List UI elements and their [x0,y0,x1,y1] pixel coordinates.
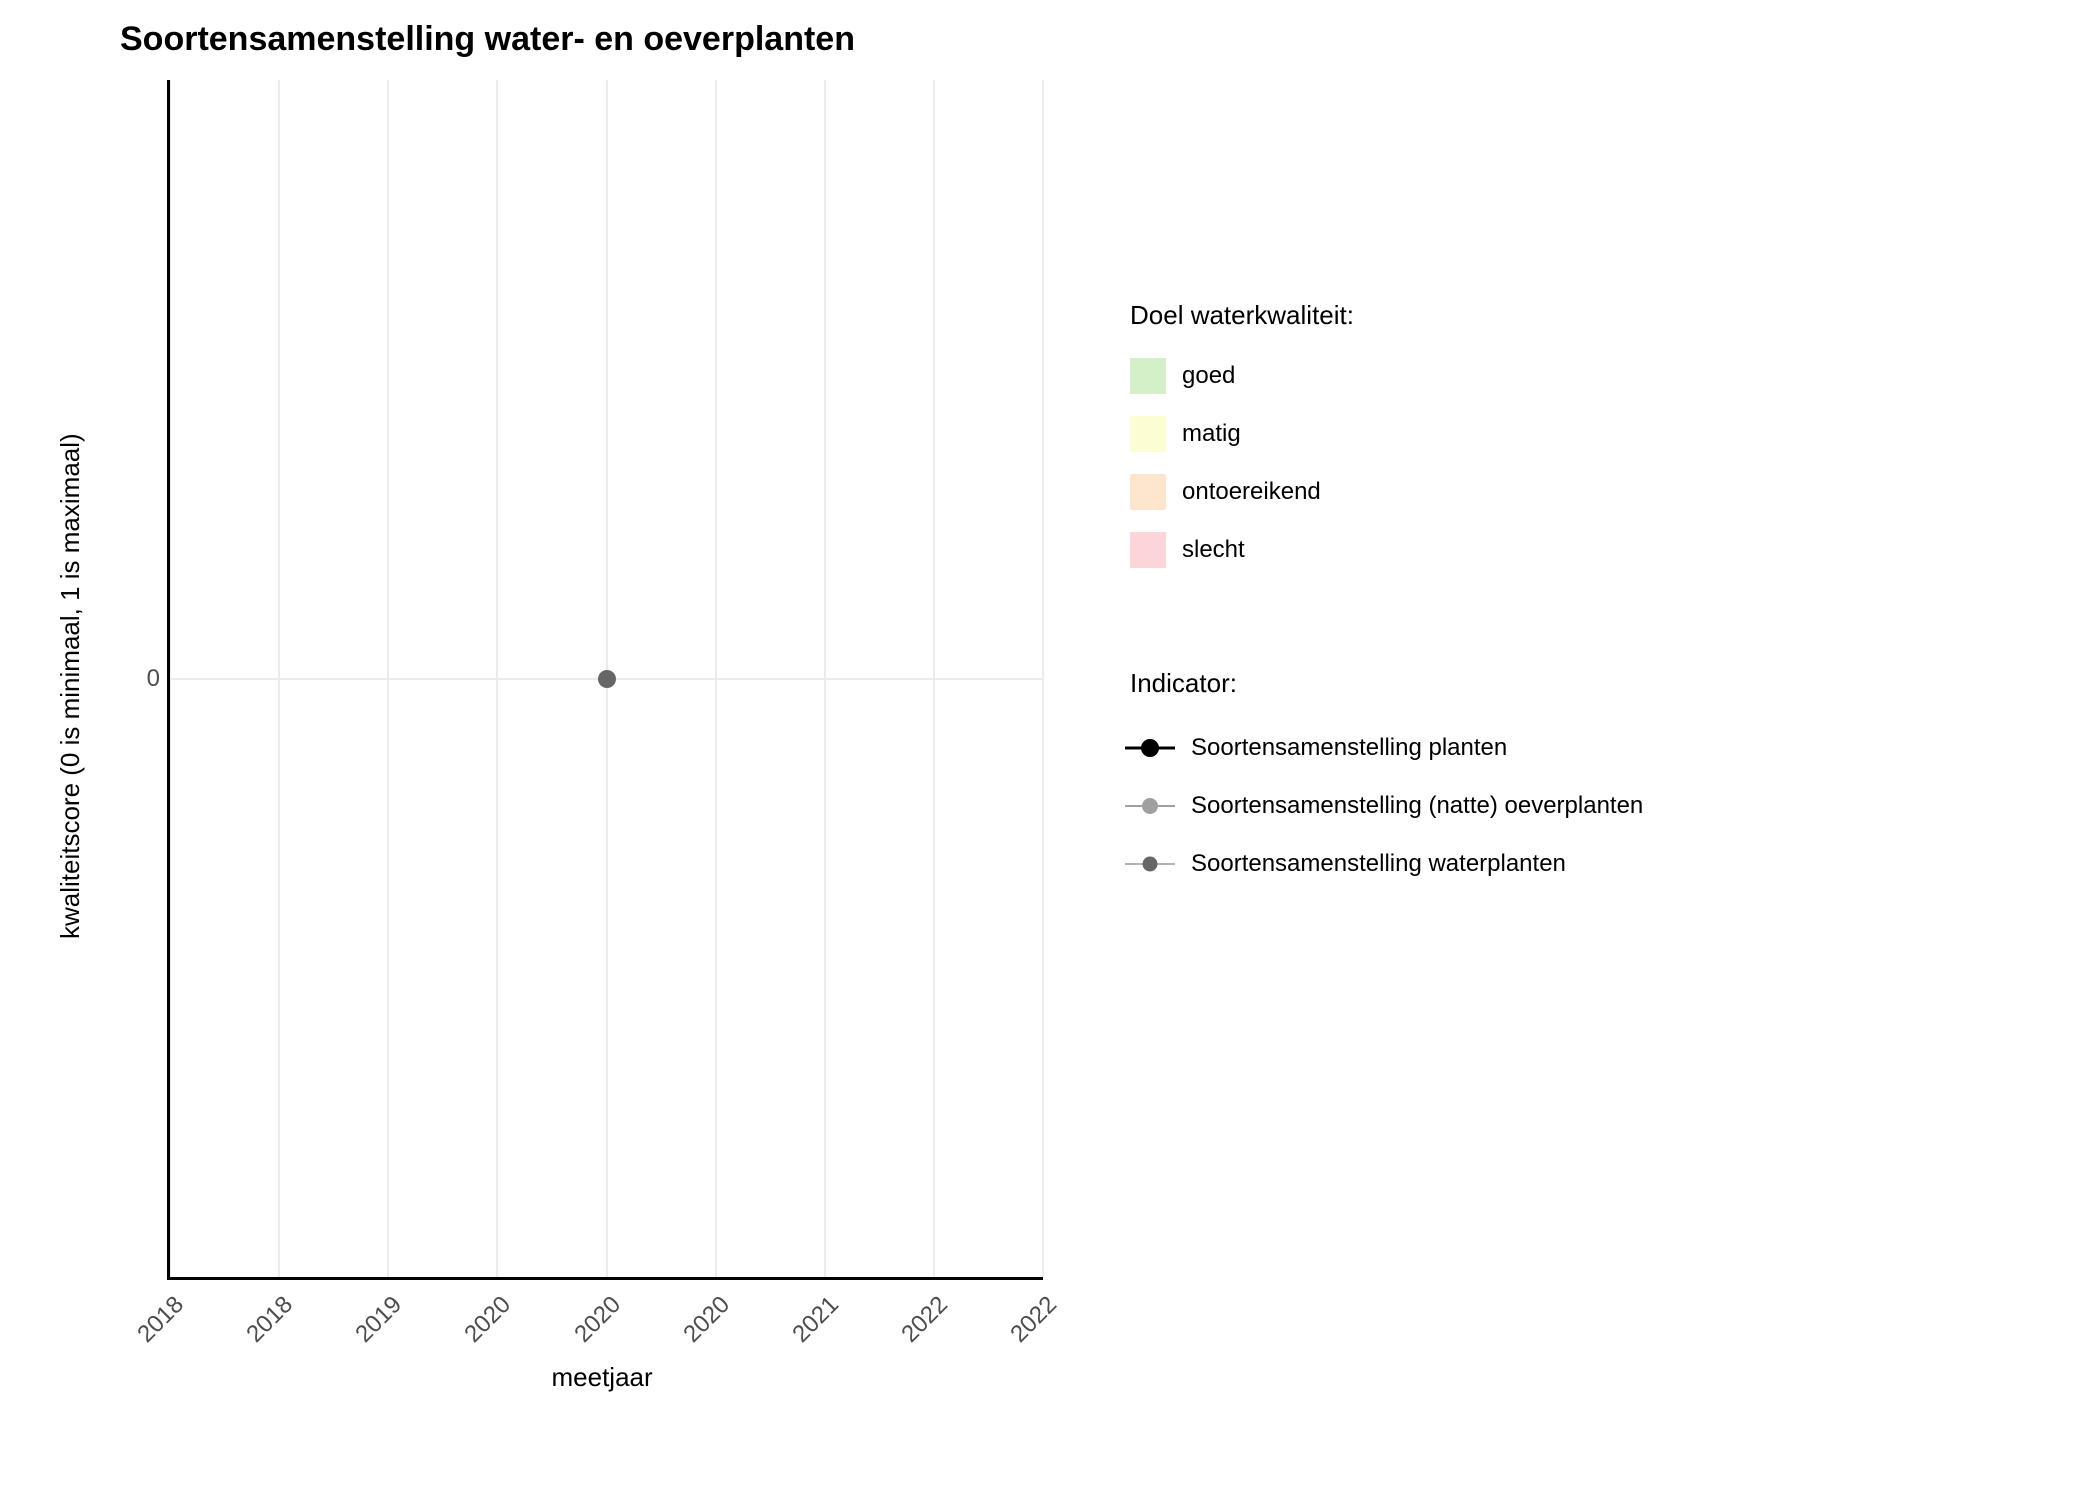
legend-item-label: ontoereikend [1182,478,1321,506]
x-tick-label: 2020 [460,1291,518,1349]
legend-marker [1125,846,1175,882]
legend-indicator-title: Indicator: [1130,668,1237,699]
legend-marker-dot [1143,857,1158,872]
legend-marker [1125,788,1175,824]
chart-title: Soortensamenstelling water- en oeverplan… [120,20,855,59]
legend-quality-item: matig [1130,416,1241,452]
legend-quality-item: ontoereikend [1130,474,1321,510]
legend-item-label: slecht [1182,536,1245,564]
x-tick-label: 2020 [678,1291,736,1349]
legend-item-label: Soortensamenstelling (natte) oeverplante… [1191,792,1643,820]
x-tick-label: 2021 [787,1291,845,1349]
x-tick-label: 2018 [132,1291,190,1349]
y-tick-label: 0 [125,665,160,693]
x-tick-label: 2018 [241,1291,299,1349]
x-tick-label: 2019 [350,1291,408,1349]
legend-indicator-item: Soortensamenstelling (natte) oeverplante… [1125,788,1643,824]
legend-item-label: goed [1182,362,1235,390]
x-tick-label: 2022 [1005,1291,1063,1349]
legend-quality-item: goed [1130,358,1235,394]
legend-marker-dot [1141,739,1159,757]
x-axis-label: meetjaar [552,1362,653,1393]
x-tick-label: 2020 [569,1291,627,1349]
legend-item-label: matig [1182,420,1241,448]
x-axis-line [167,1277,1043,1280]
legend-swatch [1130,532,1166,568]
legend-quality-item: slecht [1130,532,1245,568]
chart-container: Soortensamenstelling water- en oeverplan… [0,0,2100,1500]
legend-marker [1125,730,1175,766]
legend-swatch [1130,416,1166,452]
legend-indicator-item: Soortensamenstelling planten [1125,730,1507,766]
legend-swatch [1130,358,1166,394]
legend-quality-title: Doel waterkwaliteit: [1130,300,1354,331]
legend-indicator-item: Soortensamenstelling waterplanten [1125,846,1566,882]
legend-marker-dot [1142,798,1158,814]
legend-item-label: Soortensamenstelling planten [1191,734,1507,762]
data-point [598,670,616,688]
y-axis-line [167,80,170,1280]
legend-swatch [1130,474,1166,510]
plot-area [170,80,1043,1277]
x-tick-label: 2022 [896,1291,954,1349]
y-axis-label: kwaliteitscore (0 is minimaal, 1 is maxi… [55,433,86,939]
legend-item-label: Soortensamenstelling waterplanten [1191,850,1566,878]
